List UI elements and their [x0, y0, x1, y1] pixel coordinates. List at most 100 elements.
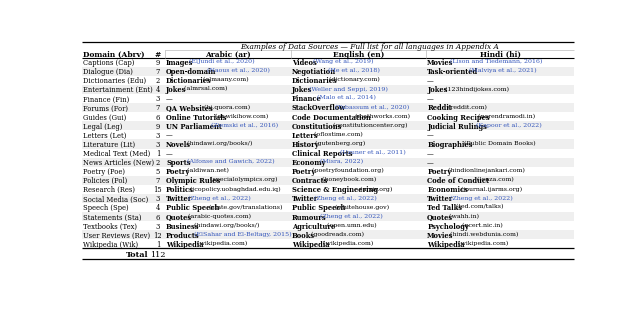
Text: Research (Res): Research (Res)	[83, 186, 135, 194]
Text: Dictionaries: Dictionaries	[292, 77, 337, 85]
Text: Task-oriented: Task-oriented	[428, 68, 478, 76]
Text: (Alfonse and Gawich, 2022): (Alfonse and Gawich, 2022)	[185, 159, 275, 164]
Text: Public Speech: Public Speech	[166, 204, 220, 212]
Text: 6: 6	[156, 213, 160, 221]
Text: Code of Conduct: Code of Conduct	[428, 177, 489, 185]
Text: Statements (Sta): Statements (Sta)	[83, 213, 141, 221]
Text: Twitter: Twitter	[166, 195, 193, 203]
Text: Online Tutorials: Online Tutorials	[166, 114, 227, 122]
Bar	[83, 76, 573, 85]
Bar	[83, 167, 573, 176]
Bar	[83, 94, 573, 103]
Text: (hi.quora.com): (hi.quora.com)	[202, 105, 250, 110]
Text: Poetry (Poe): Poetry (Poe)	[83, 168, 125, 176]
Text: —: —	[166, 95, 173, 104]
Text: (wikipedia.com): (wikipedia.com)	[195, 241, 247, 246]
Text: 6: 6	[156, 114, 160, 122]
Text: (ncert.nic.in): (ncert.nic.in)	[460, 222, 502, 228]
Text: (Naous et al., 2020): (Naous et al., 2020)	[205, 68, 270, 73]
Text: Judicial Rulings: Judicial Rulings	[428, 123, 487, 131]
Text: 3: 3	[156, 222, 160, 231]
Text: Ted Talks: Ted Talks	[428, 204, 462, 212]
Bar	[83, 149, 573, 158]
Bar	[83, 212, 573, 221]
Text: #: #	[155, 51, 161, 59]
Text: (lonza.com): (lonza.com)	[476, 177, 514, 182]
Text: (Zheng et al., 2022): (Zheng et al., 2022)	[447, 195, 513, 200]
Text: (poetryfoundation.org): (poetryfoundation.org)	[310, 168, 384, 173]
Text: (goodreads.com): (goodreads.com)	[310, 232, 365, 237]
Text: (He et al., 2018): (He et al., 2018)	[326, 68, 380, 73]
Text: Poetry: Poetry	[292, 168, 316, 176]
Text: Examples of Data Sources — Full list for all languages in Appendix A: Examples of Data Sources — Full list for…	[240, 43, 499, 51]
Text: Novels: Novels	[166, 141, 191, 149]
Text: (Wang et al., 2019): (Wang et al., 2019)	[311, 59, 373, 64]
Text: Finance (Fin): Finance (Fin)	[83, 95, 129, 104]
Text: (specialolympics.org): (specialolympics.org)	[208, 177, 278, 182]
Text: History: History	[292, 141, 319, 149]
Text: Code Documentation: Code Documentation	[292, 114, 371, 122]
Text: 7: 7	[156, 177, 160, 185]
Text: 4: 4	[156, 86, 160, 94]
Text: (Lison and Tiedemann, 2016): (Lison and Tiedemann, 2016)	[447, 59, 542, 64]
Text: (jcopolicy.uobaghdad.edu.iq): (jcopolicy.uobaghdad.edu.iq)	[188, 186, 280, 191]
Text: (honeybook.com): (honeybook.com)	[320, 177, 376, 182]
Text: Quotes: Quotes	[166, 213, 192, 221]
Text: Legal (Leg): Legal (Leg)	[83, 123, 122, 131]
Text: 3: 3	[156, 132, 160, 140]
Text: —: —	[166, 132, 173, 140]
Text: (almaany.com): (almaany.com)	[202, 77, 249, 83]
Text: Biographies: Biographies	[428, 141, 472, 149]
Bar	[83, 176, 573, 185]
Text: Politics: Politics	[166, 186, 194, 194]
Text: Videos: Videos	[292, 59, 316, 67]
Text: Olympic Rules: Olympic Rules	[166, 177, 220, 185]
Text: Domain (Abrv): Domain (Abrv)	[83, 51, 145, 59]
Text: (almrsal.com): (almrsal.com)	[182, 86, 227, 92]
Text: News Articles (New): News Articles (New)	[83, 159, 154, 167]
Text: Entertainment (Ent): Entertainment (Ent)	[83, 86, 153, 94]
Text: (journal.ijarms.org): (journal.ijarms.org)	[459, 186, 522, 191]
Text: (reddit.com): (reddit.com)	[446, 105, 487, 110]
Text: (wikipedia.com): (wikipedia.com)	[456, 241, 509, 246]
Text: Poetry: Poetry	[428, 168, 451, 176]
Text: —: —	[428, 77, 434, 85]
Text: (constitutioncenter.org): (constitutioncenter.org)	[331, 123, 407, 128]
Text: (123hindijokes.com): (123hindijokes.com)	[443, 86, 509, 92]
Text: Science & Engineering: Science & Engineering	[292, 186, 378, 194]
Bar	[83, 67, 573, 76]
Text: 5: 5	[156, 168, 160, 176]
Text: 9: 9	[156, 59, 160, 67]
Text: Hindi (hi): Hindi (hi)	[479, 51, 520, 59]
Bar	[83, 203, 573, 212]
Bar	[83, 185, 573, 194]
Text: User Reviews (Rev): User Reviews (Rev)	[83, 232, 150, 240]
Text: Open-domain: Open-domain	[166, 68, 216, 76]
Text: (arabic-quotes.com): (arabic-quotes.com)	[186, 213, 252, 219]
Text: 9: 9	[156, 123, 160, 131]
Text: Jokes: Jokes	[428, 86, 447, 94]
Text: Speech (Spe): Speech (Spe)	[83, 204, 129, 212]
Text: Social Media (Soc): Social Media (Soc)	[83, 195, 148, 203]
Text: —: —	[428, 132, 434, 140]
Bar	[83, 121, 573, 130]
Text: (wikipedia.com): (wikipedia.com)	[321, 241, 373, 246]
Text: —: —	[428, 95, 434, 104]
Text: (Public Domain Books): (Public Domain Books)	[462, 141, 536, 146]
Bar	[83, 130, 573, 140]
Text: —: —	[428, 159, 434, 167]
Text: 2: 2	[156, 159, 160, 167]
Text: (Ziemski et al., 2016): (Ziemski et al., 2016)	[209, 123, 278, 128]
Text: UN Parliament: UN Parliament	[166, 123, 222, 131]
Text: 7: 7	[156, 105, 160, 113]
Text: (Uzuner et al., 2011): (Uzuner et al., 2011)	[339, 150, 406, 155]
Bar	[83, 239, 573, 248]
Text: Medical Text (Med): Medical Text (Med)	[83, 150, 150, 158]
Text: (ar.wikihow.com): (ar.wikihow.com)	[213, 114, 268, 119]
Text: Economics: Economics	[428, 186, 468, 194]
Text: (ElSahar and El-Beltagy, 2015): (ElSahar and El-Beltagy, 2015)	[192, 232, 292, 237]
Text: Images: Images	[166, 59, 193, 67]
Text: 1: 1	[156, 241, 160, 249]
Text: Jokes: Jokes	[166, 86, 186, 94]
Text: 2: 2	[156, 77, 160, 85]
